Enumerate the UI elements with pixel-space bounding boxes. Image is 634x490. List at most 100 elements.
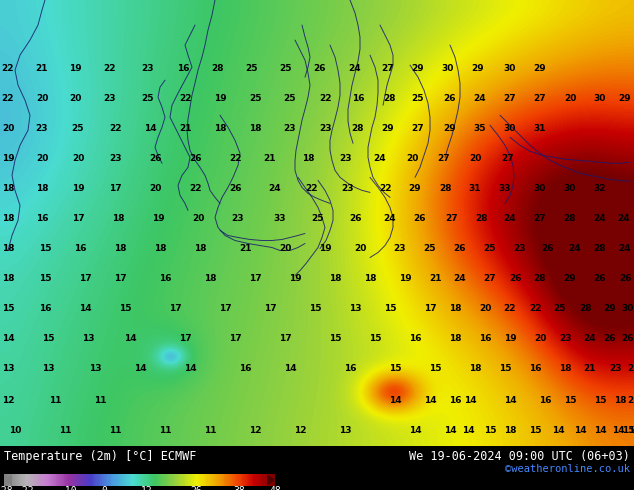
Text: 17: 17 bbox=[229, 334, 242, 343]
Text: 11: 11 bbox=[94, 396, 107, 405]
Bar bbox=[84, 474, 85, 486]
Text: 21: 21 bbox=[264, 154, 276, 163]
Text: 28: 28 bbox=[212, 64, 224, 73]
Text: 27: 27 bbox=[411, 124, 424, 133]
Bar bbox=[242, 474, 243, 486]
Bar bbox=[14, 474, 15, 486]
Text: 26: 26 bbox=[229, 184, 242, 193]
Bar bbox=[75, 474, 77, 486]
Bar bbox=[159, 474, 160, 486]
Bar bbox=[99, 474, 100, 486]
Bar bbox=[82, 474, 84, 486]
Text: 27: 27 bbox=[534, 94, 547, 103]
Text: 20: 20 bbox=[2, 124, 14, 133]
Text: 17: 17 bbox=[113, 274, 126, 283]
Text: 15: 15 bbox=[309, 304, 321, 313]
Bar bbox=[186, 474, 187, 486]
Bar bbox=[114, 474, 115, 486]
Text: 15: 15 bbox=[389, 364, 401, 373]
Text: 25: 25 bbox=[628, 364, 634, 373]
Bar bbox=[126, 474, 127, 486]
Text: 23: 23 bbox=[36, 124, 48, 133]
Bar bbox=[22, 474, 23, 486]
Bar bbox=[235, 474, 236, 486]
Text: 23: 23 bbox=[609, 364, 621, 373]
Bar bbox=[88, 474, 89, 486]
Bar bbox=[265, 474, 266, 486]
Bar bbox=[35, 474, 36, 486]
Text: 24: 24 bbox=[269, 184, 281, 193]
Bar bbox=[128, 474, 129, 486]
Bar bbox=[261, 474, 262, 486]
Bar bbox=[165, 474, 167, 486]
Text: 12: 12 bbox=[141, 487, 153, 490]
Bar bbox=[180, 474, 181, 486]
Text: 16: 16 bbox=[479, 334, 491, 343]
Text: 19: 19 bbox=[628, 426, 634, 436]
Bar bbox=[72, 474, 73, 486]
Bar bbox=[271, 474, 273, 486]
Bar bbox=[41, 474, 42, 486]
Polygon shape bbox=[267, 474, 275, 486]
Text: 17: 17 bbox=[264, 304, 276, 313]
Text: 22: 22 bbox=[104, 64, 116, 73]
Text: 23: 23 bbox=[342, 184, 354, 193]
Text: 20: 20 bbox=[72, 154, 84, 163]
Bar bbox=[184, 474, 186, 486]
Bar bbox=[163, 474, 164, 486]
Bar bbox=[231, 474, 233, 486]
Text: 14: 14 bbox=[134, 364, 146, 373]
Bar bbox=[233, 474, 235, 486]
Text: 23: 23 bbox=[104, 94, 116, 103]
Bar bbox=[138, 474, 139, 486]
Bar bbox=[63, 474, 65, 486]
Bar bbox=[167, 474, 169, 486]
Text: 16: 16 bbox=[39, 304, 51, 313]
Text: 15: 15 bbox=[39, 274, 51, 283]
Bar bbox=[189, 474, 190, 486]
Bar bbox=[15, 474, 16, 486]
Text: 26: 26 bbox=[604, 334, 616, 343]
Polygon shape bbox=[4, 474, 12, 486]
Text: 25: 25 bbox=[312, 214, 324, 223]
Text: 24: 24 bbox=[503, 214, 516, 223]
Bar bbox=[178, 474, 179, 486]
Bar bbox=[92, 474, 93, 486]
Text: 16: 16 bbox=[352, 94, 365, 103]
Bar bbox=[156, 474, 157, 486]
Text: 28: 28 bbox=[439, 184, 451, 193]
Bar bbox=[191, 474, 192, 486]
Text: 14: 14 bbox=[389, 396, 401, 405]
Text: 26: 26 bbox=[414, 214, 426, 223]
Bar bbox=[31, 474, 32, 486]
Bar bbox=[246, 474, 247, 486]
Text: 27: 27 bbox=[484, 274, 496, 283]
Bar bbox=[81, 474, 82, 486]
Text: 22: 22 bbox=[529, 304, 541, 313]
Text: 10: 10 bbox=[9, 426, 21, 436]
Bar bbox=[51, 474, 52, 486]
Bar bbox=[152, 474, 153, 486]
Text: 25: 25 bbox=[424, 244, 436, 253]
Text: 14: 14 bbox=[503, 396, 516, 405]
Bar bbox=[44, 474, 46, 486]
Bar bbox=[108, 474, 109, 486]
Bar bbox=[170, 474, 171, 486]
Bar bbox=[178, 474, 179, 486]
Bar bbox=[188, 474, 190, 486]
Bar bbox=[124, 474, 126, 486]
Bar bbox=[12, 474, 13, 486]
Text: 19: 19 bbox=[2, 154, 15, 163]
Bar bbox=[52, 474, 53, 486]
Text: 22: 22 bbox=[306, 184, 318, 193]
Text: 22: 22 bbox=[2, 94, 14, 103]
Bar bbox=[267, 474, 268, 486]
Text: 30: 30 bbox=[504, 124, 516, 133]
Text: -22: -22 bbox=[16, 487, 34, 490]
Text: 31: 31 bbox=[534, 124, 547, 133]
Bar bbox=[221, 474, 222, 486]
Text: 16: 16 bbox=[36, 214, 48, 223]
Text: 18: 18 bbox=[154, 244, 166, 253]
Text: 18: 18 bbox=[504, 426, 516, 436]
Bar bbox=[112, 474, 113, 486]
